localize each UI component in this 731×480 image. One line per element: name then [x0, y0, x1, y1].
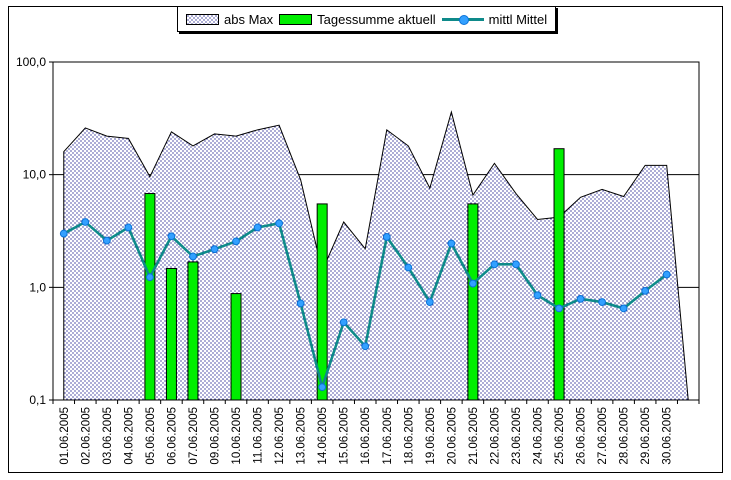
x-axis-label: 28.06.2005: [619, 407, 631, 465]
x-axis-label: 24.06.2005: [533, 407, 545, 465]
legend: abs Max Tagessumme aktuell mittl Mittel: [177, 6, 557, 32]
legend-label-abs-max: abs Max: [224, 11, 274, 27]
tagessumme-bar: [467, 203, 479, 401]
legend-item-abs-max: abs Max: [186, 12, 273, 27]
x-axis-label: 22.06.2005: [489, 407, 501, 465]
mittl-mittel-marker: [641, 286, 650, 295]
legend-item-mittl-mittel: mittl Mittel: [441, 11, 548, 27]
x-axis-label: 21.06.2005: [468, 407, 480, 465]
tagessumme-bar: [187, 261, 199, 401]
mittl-mittel-marker: [382, 233, 391, 241]
mittl-mittel-marker: [555, 304, 563, 313]
y-axis-label: 0,1: [29, 393, 46, 407]
mittl-mittel-marker: [167, 232, 176, 241]
x-axis-label: 23.06.2005: [511, 407, 523, 465]
x-axis-label: 06.06.2005: [166, 407, 178, 465]
mittl-mittel-marker: [339, 318, 348, 327]
mittl-mittel-marker: [253, 223, 262, 232]
tagessumme-swatch-icon: [279, 13, 313, 25]
y-axis-label: 100,0: [16, 55, 46, 69]
y-axis-label: 10,0: [23, 168, 47, 182]
mittl-mittel-marker: [662, 270, 671, 279]
x-axis-label: 17.06.2005: [382, 407, 394, 465]
mittl-mittel-marker: [576, 294, 585, 303]
x-axis-label: 18.06.2005: [403, 407, 415, 465]
x-axis-label: 13.06.2005: [296, 407, 308, 465]
x-axis-label: 03.06.2005: [102, 407, 114, 465]
tagessumme-bar: [553, 148, 565, 401]
mittl-mittel-marker: [425, 298, 434, 306]
mittl-mittel-marker: [124, 223, 133, 232]
mittl-mittel-marker: [318, 383, 327, 392]
y-axis-label: 1,0: [29, 280, 46, 294]
x-axis-label: 11.06.2005: [253, 407, 265, 464]
x-axis-label: 25.06.2005: [554, 407, 566, 465]
legend-item-tagessumme: Tagessumme aktuell: [279, 12, 436, 27]
x-axis-label: 12.06.2005: [274, 407, 286, 465]
abs-max-area: [63, 110, 689, 401]
x-axis-label: 30.06.2005: [662, 407, 674, 465]
x-axis-label: 29.06.2005: [640, 407, 652, 465]
x-axis-label: 26.06.2005: [576, 407, 588, 465]
tagessumme-bar: [230, 293, 242, 401]
legend-label-mittl-mittel: mittl Mittel: [488, 11, 548, 27]
mittl-mittel-marker: [512, 260, 520, 269]
mittl-mittel-marker: [296, 299, 305, 308]
mittl-mittel-marker: [102, 236, 111, 245]
x-axis-label: 14.06.2005: [317, 407, 329, 465]
mittl-mittel-marker: [490, 260, 499, 269]
mittl-mittel-marker: [533, 291, 542, 300]
x-axis-label: 10.06.2005: [231, 407, 243, 465]
mittl-mittel-marker: [598, 298, 606, 306]
mittl-mittel-line-icon: [441, 14, 484, 25]
tagessumme-bar: [144, 193, 156, 401]
x-axis-label: 09.06.2005: [210, 407, 222, 465]
x-axis-label: 01.06.2005: [59, 407, 71, 465]
mittl-mittel-marker: [404, 263, 413, 272]
x-axis-label: 27.06.2005: [597, 407, 609, 465]
x-axis-label: 16.06.2005: [360, 407, 372, 465]
mittl-mittel-marker: [189, 252, 197, 261]
x-axis-label: 04.06.2005: [123, 407, 135, 465]
x-axis-label: 19.06.2005: [425, 407, 437, 465]
abs-max-swatch-icon: [186, 13, 219, 25]
mittl-mittel-marker: [232, 237, 240, 246]
x-axis-label: 05.06.2005: [145, 407, 157, 465]
mittl-mittel-marker: [146, 273, 154, 282]
mittl-mittel-marker: [210, 245, 219, 254]
mittl-mittel-marker: [619, 304, 628, 313]
mittl-mittel-marker: [81, 218, 90, 226]
x-axis-label: 07.06.2005: [188, 407, 200, 465]
mittl-mittel-marker: [59, 229, 68, 238]
legend-label-tagessumme: Tagessumme aktuell: [317, 11, 436, 27]
mittl-mittel-marker: [361, 342, 370, 351]
mittl-mittel-marker: [447, 239, 456, 248]
x-axis-label: 02.06.2005: [80, 407, 92, 465]
mittl-mittel-marker: [275, 219, 284, 228]
tagessumme-bar: [165, 267, 177, 401]
x-axis-label: 15.06.2005: [339, 407, 351, 465]
mittl-mittel-marker: [469, 279, 477, 288]
x-axis-label: 20.06.2005: [446, 407, 458, 465]
